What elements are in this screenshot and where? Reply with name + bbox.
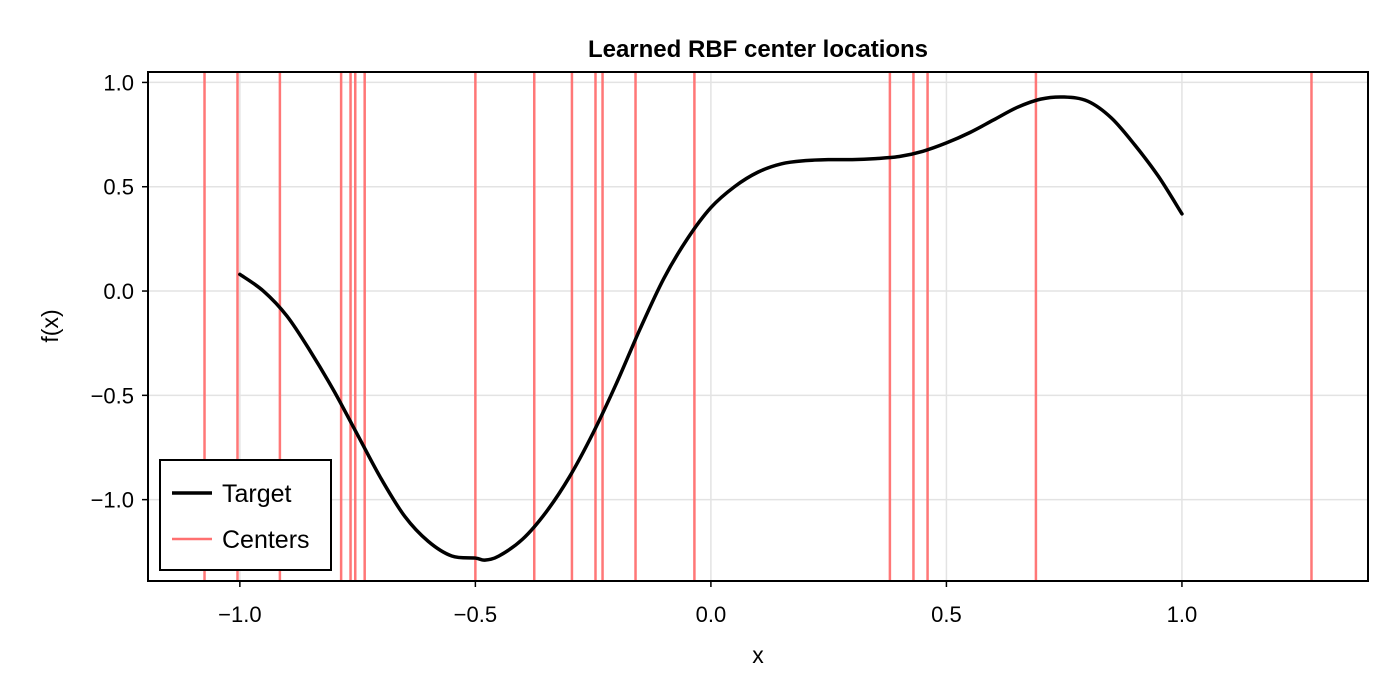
target-curve [238, 95, 1184, 562]
x-tick-label: −1.0 [218, 602, 261, 627]
y-tick-label: 0.0 [103, 279, 134, 304]
y-tick-label: −1.0 [91, 488, 134, 513]
y-tick-label: 0.5 [103, 175, 134, 200]
x-tick-label: −0.5 [454, 602, 497, 627]
legend-box [159, 459, 332, 571]
y-tick-label: −0.5 [91, 383, 134, 408]
x-tick-label: 0.5 [931, 602, 962, 627]
y-axis-ticks: −1.0 −0.5 0.0 0.5 1.0 [91, 70, 148, 513]
y-axis-label: f(x) [37, 309, 63, 342]
target-series [238, 95, 1184, 562]
y-tick-label: 1.0 [103, 70, 134, 95]
center-lines [203, 72, 1313, 581]
x-axis-label: x [752, 642, 764, 668]
x-tick-label: 0.0 [696, 602, 727, 627]
chart-title: Learned RBF center locations [588, 36, 928, 63]
legend-target-label: Target [222, 480, 292, 508]
legend-centers-label: Centers [222, 526, 310, 554]
legend: Target Centers [159, 459, 332, 571]
x-axis-ticks: −1.0 −0.5 0.0 0.5 1.0 [218, 581, 1197, 627]
plot-frame [147, 71, 1369, 582]
x-tick-label: 1.0 [1167, 602, 1198, 627]
